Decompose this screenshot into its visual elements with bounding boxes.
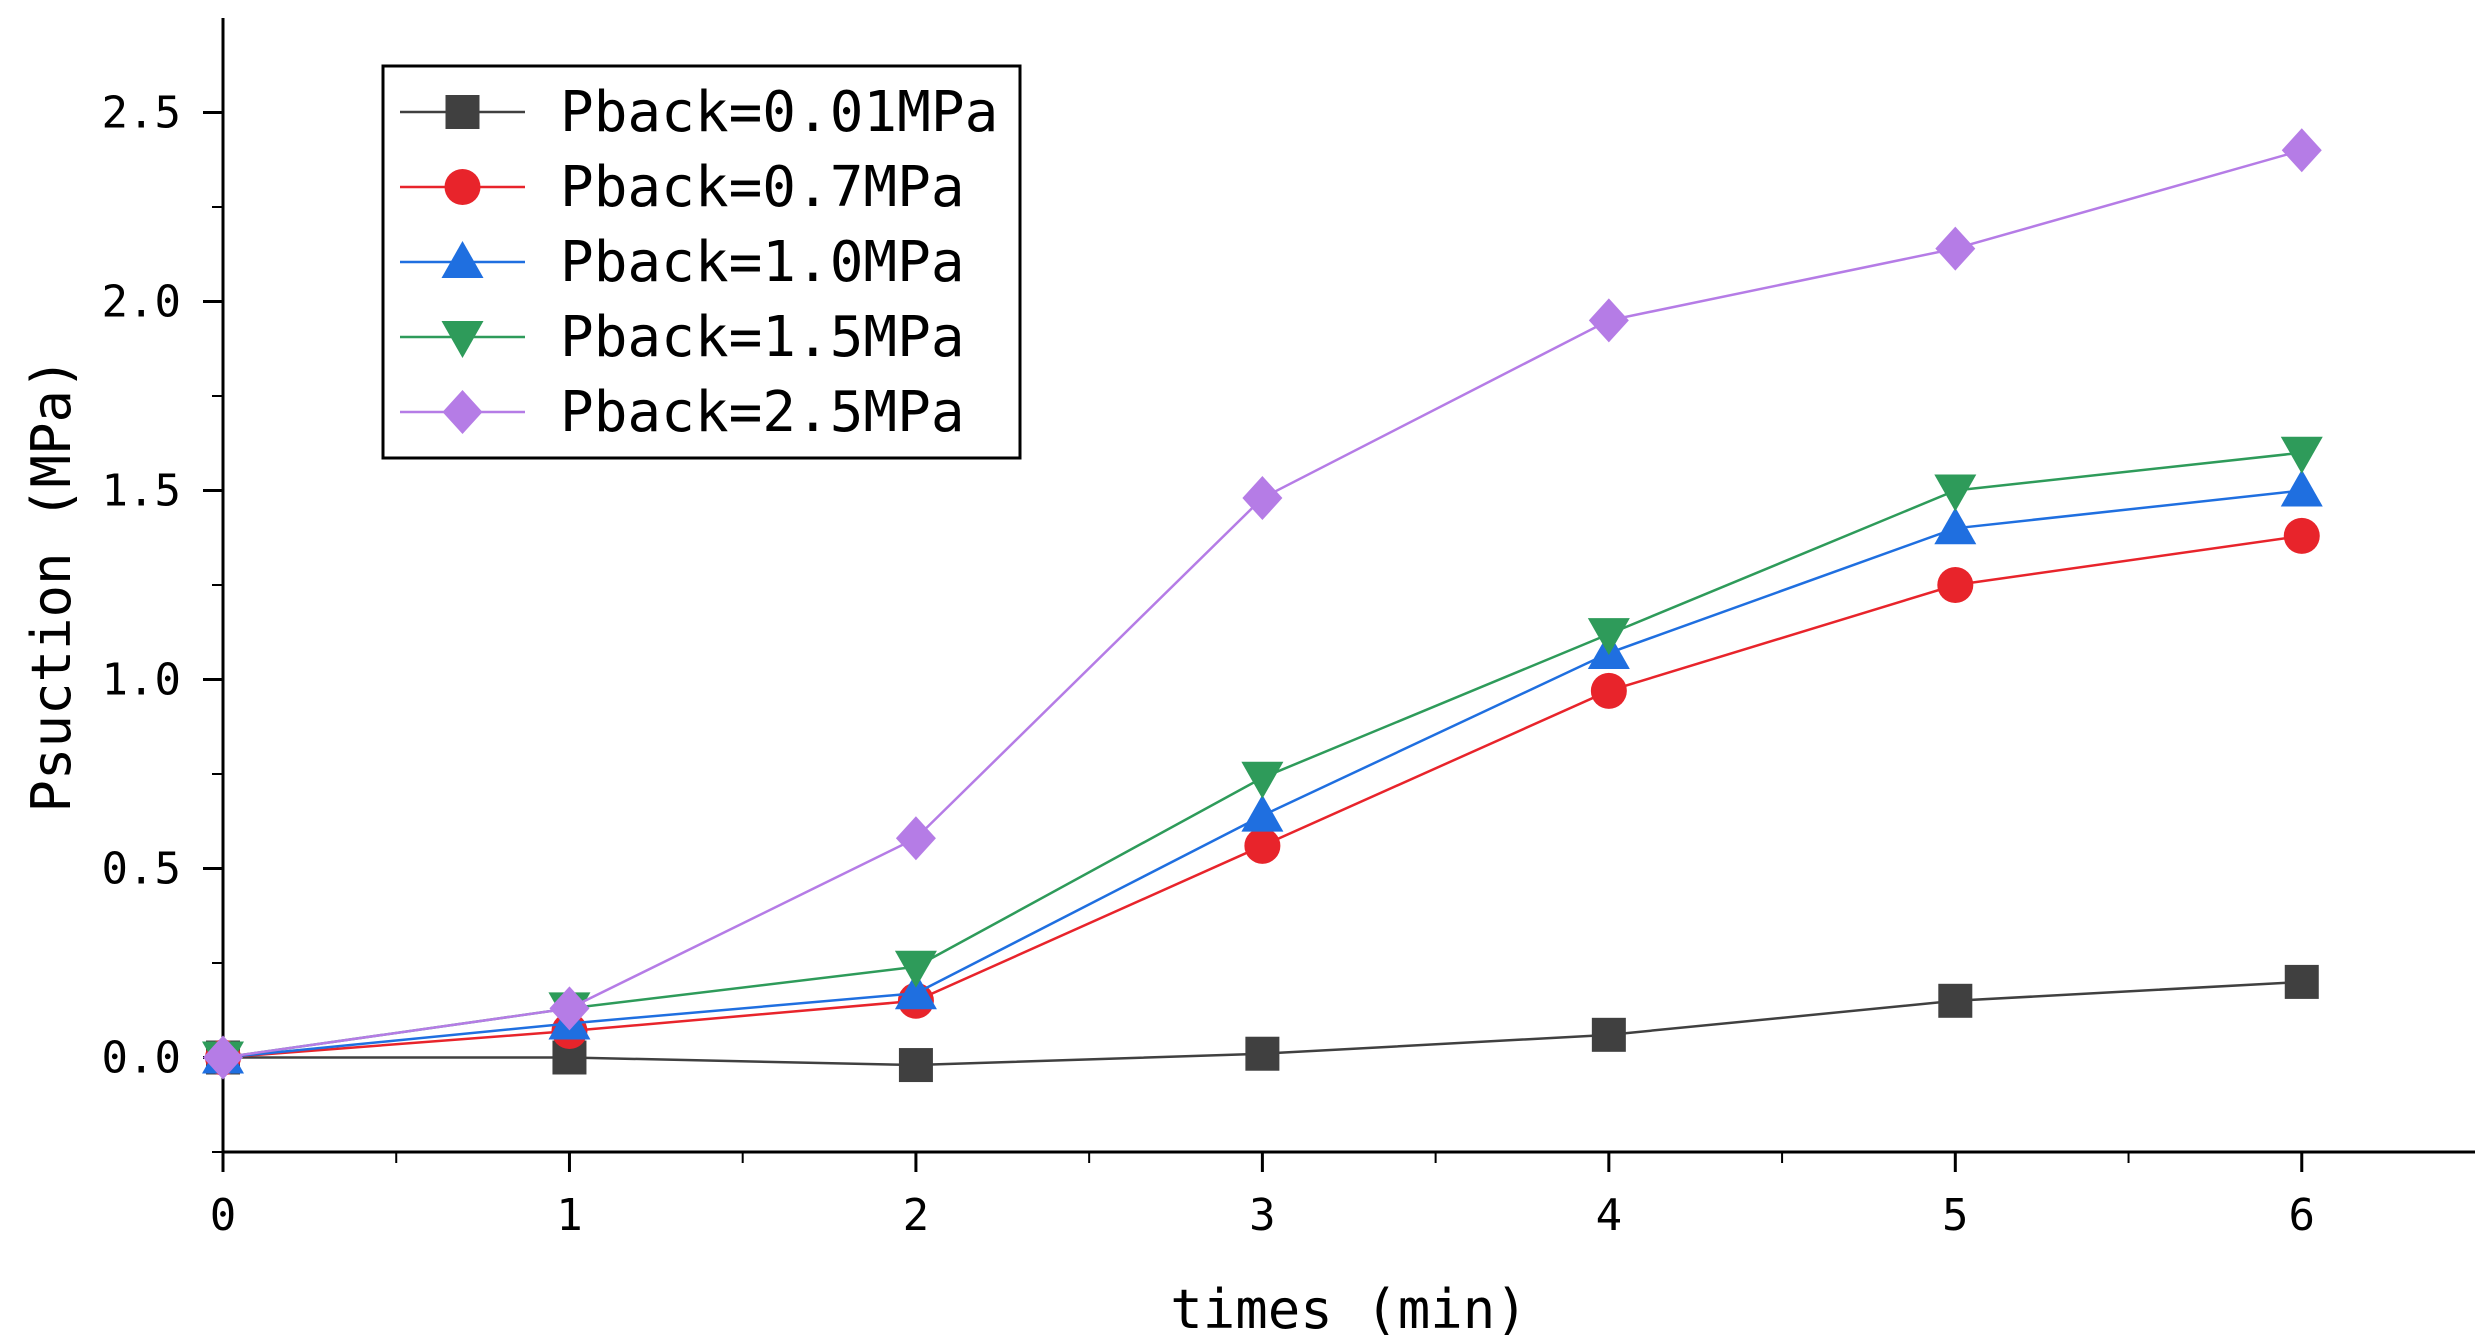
data-point (2280, 469, 2323, 507)
y-tick-label: 1.5 (102, 466, 181, 517)
data-point (895, 816, 936, 861)
y-tick-label: 1.0 (102, 655, 181, 706)
data-point (1935, 226, 1976, 271)
legend: Pback=0.01MPa Pback=0.7MPa Pback=1.0MPa Pba… (381, 64, 1022, 460)
legend-label: Pback=0.7MPa (560, 155, 965, 220)
legend-marker (441, 321, 484, 358)
legend-marker (441, 241, 484, 278)
series-line (222, 451, 2302, 1059)
legend-label: Pback=0.01MPa (560, 80, 998, 145)
data-point (203, 1035, 243, 1080)
legend-item: Pback=1.0MPa (400, 230, 965, 295)
series (202, 128, 2323, 1083)
data-point (1938, 983, 1973, 1018)
data-point (2283, 517, 2320, 554)
data-point (1245, 1036, 1280, 1071)
data-point (1242, 476, 1283, 521)
x-tick-label: 0 (210, 1190, 237, 1241)
data-point (1934, 507, 1977, 545)
data-point (2284, 964, 2319, 999)
x-tick-label: 5 (1942, 1190, 1969, 1241)
data-point (2281, 128, 2322, 173)
data-point (2280, 436, 2323, 474)
legend-item: Pback=0.7MPa (400, 155, 965, 220)
data-point (894, 950, 937, 988)
x-tick-label: 1 (556, 1190, 583, 1241)
data-point (1587, 618, 1630, 656)
legend-marker (444, 169, 481, 205)
legend-label: Pback=1.5MPa (560, 305, 965, 370)
data-point (1241, 794, 1284, 832)
y-tick-label: 2.0 (102, 277, 181, 328)
legend-label: Pback=1.0MPa (560, 230, 965, 295)
y-tick-label: 2.5 (102, 88, 181, 139)
series-0 (206, 964, 2319, 1083)
y-axis-title: Psuction (MPa) (20, 357, 83, 812)
legend-marker (445, 95, 480, 129)
data-point (1590, 672, 1627, 709)
x-tick-label: 4 (1596, 1190, 1623, 1241)
x-axis-title: times (min) (1170, 1278, 1528, 1341)
legend-marker (442, 390, 483, 434)
data-point (1591, 1017, 1626, 1052)
data-point (1588, 298, 1629, 343)
y-tick-label: 0.5 (102, 844, 181, 895)
data-point (1934, 474, 1977, 512)
series-4 (203, 128, 2322, 1080)
legend-item: Pback=2.5MPa (400, 380, 965, 445)
data-point (549, 986, 590, 1031)
series-3 (202, 436, 2323, 1079)
x-tick-label: 3 (1249, 1190, 1276, 1241)
data-point (898, 1048, 933, 1083)
data-point (894, 972, 937, 1010)
data-point (1244, 827, 1281, 864)
legend-item: Pback=0.01MPa (400, 80, 998, 145)
legend-item: Pback=1.5MPa (400, 305, 965, 370)
data-point (1241, 761, 1284, 799)
y-tick-label: 0.0 (102, 1033, 181, 1084)
x-tick-label: 2 (903, 1190, 930, 1241)
data-point (1937, 567, 1974, 603)
ticks: 0 1 2 3 4 5 6 0.0 0.5 1.0 1.5 2.0 2.5 (102, 88, 2316, 1242)
x-tick-label: 6 (2289, 1190, 2316, 1241)
legend-label: Pback=2.5MPa (560, 380, 965, 445)
